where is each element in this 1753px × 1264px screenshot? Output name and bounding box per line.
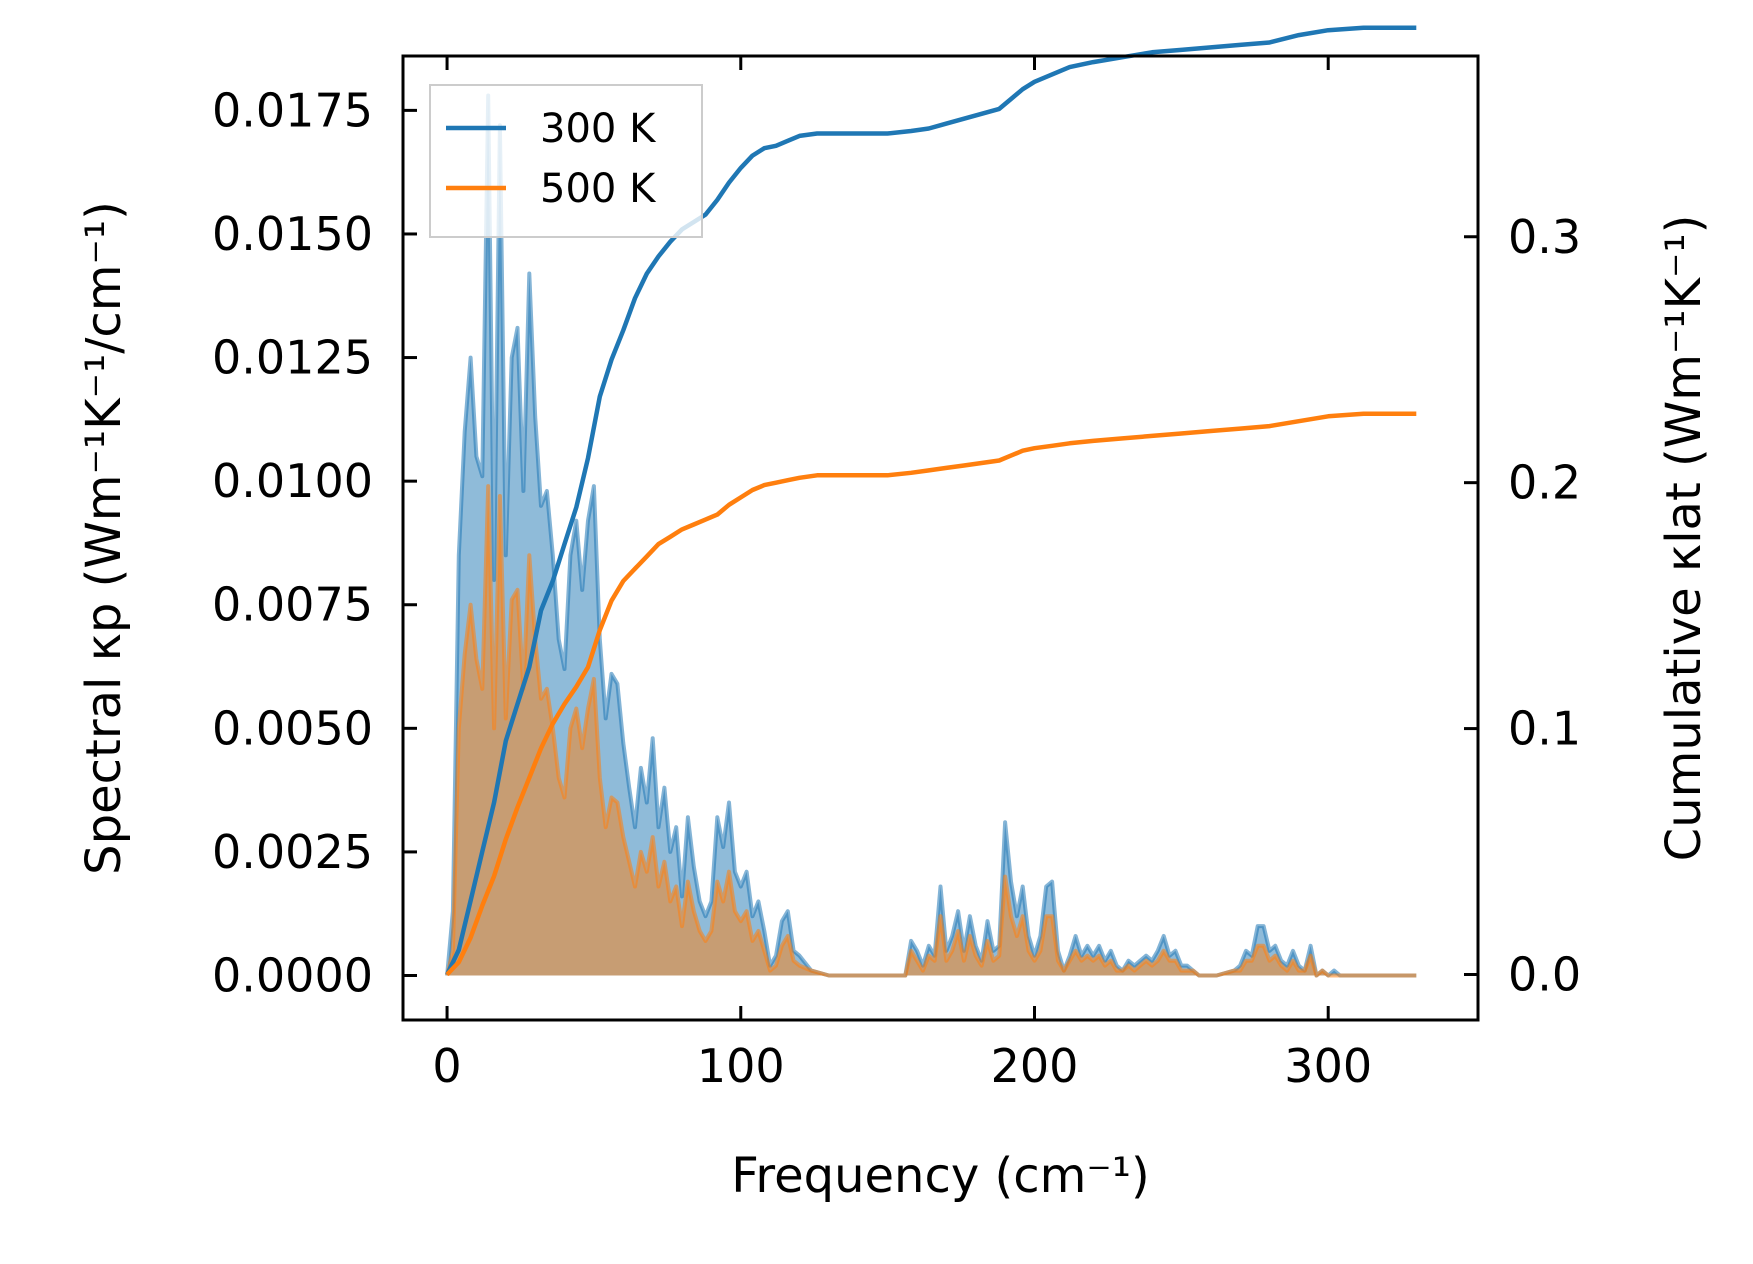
x-tick-label: 0	[432, 1039, 461, 1093]
y-right-tick-label: 0.1	[1508, 702, 1581, 756]
cumulative-line-500k	[445, 411, 1417, 977]
y-right-tick-label: 0.0	[1508, 948, 1581, 1002]
legend-label: 500 K	[540, 166, 657, 212]
legend-box	[429, 84, 703, 238]
axes	[401, 54, 1480, 1022]
x-axis-title: Frequency (cm⁻¹)	[731, 1148, 1149, 1204]
plot-area	[445, 25, 1417, 978]
cumulative-line-300k	[445, 25, 1417, 976]
y-left-tick-label: 0.0150	[212, 207, 373, 261]
x-tick-label: 200	[991, 1039, 1079, 1093]
y-left-tick-label: 0.0125	[212, 331, 373, 385]
spectral-line-500k	[445, 484, 1417, 978]
y-left-tick-label: 0.0000	[212, 949, 373, 1003]
legend: 300 K 500 K	[429, 84, 703, 238]
y-left-tick-label: 0.0175	[212, 83, 373, 137]
y-right-tick-label: 0.2	[1508, 456, 1581, 510]
spectral-fill-500k	[447, 486, 1417, 976]
axis-labels: 0 100 200 300 0.0000 0.0025 0.0050 0.0075 0.0100…	[76, 83, 1712, 1204]
y-left-tick-label: 0.0100	[212, 454, 373, 508]
x-tick-label: 300	[1284, 1039, 1372, 1093]
y-left-tick-label: 0.0025	[212, 825, 373, 879]
y-right-axis-title: Cumulative κlat (Wm⁻¹K⁻¹)	[1656, 215, 1712, 862]
legend-label: 300 K	[540, 106, 657, 152]
y-left-tick-label: 0.0075	[212, 578, 373, 632]
y-left-tick-label: 0.0050	[212, 701, 373, 755]
y-left-axis-title: Spectral κp (Wm⁻¹K⁻¹/cm⁻¹)	[76, 201, 132, 875]
plot-frame	[401, 54, 1480, 1022]
y-right-tick-label: 0.3	[1508, 210, 1581, 264]
x-tick-label: 100	[697, 1039, 785, 1093]
